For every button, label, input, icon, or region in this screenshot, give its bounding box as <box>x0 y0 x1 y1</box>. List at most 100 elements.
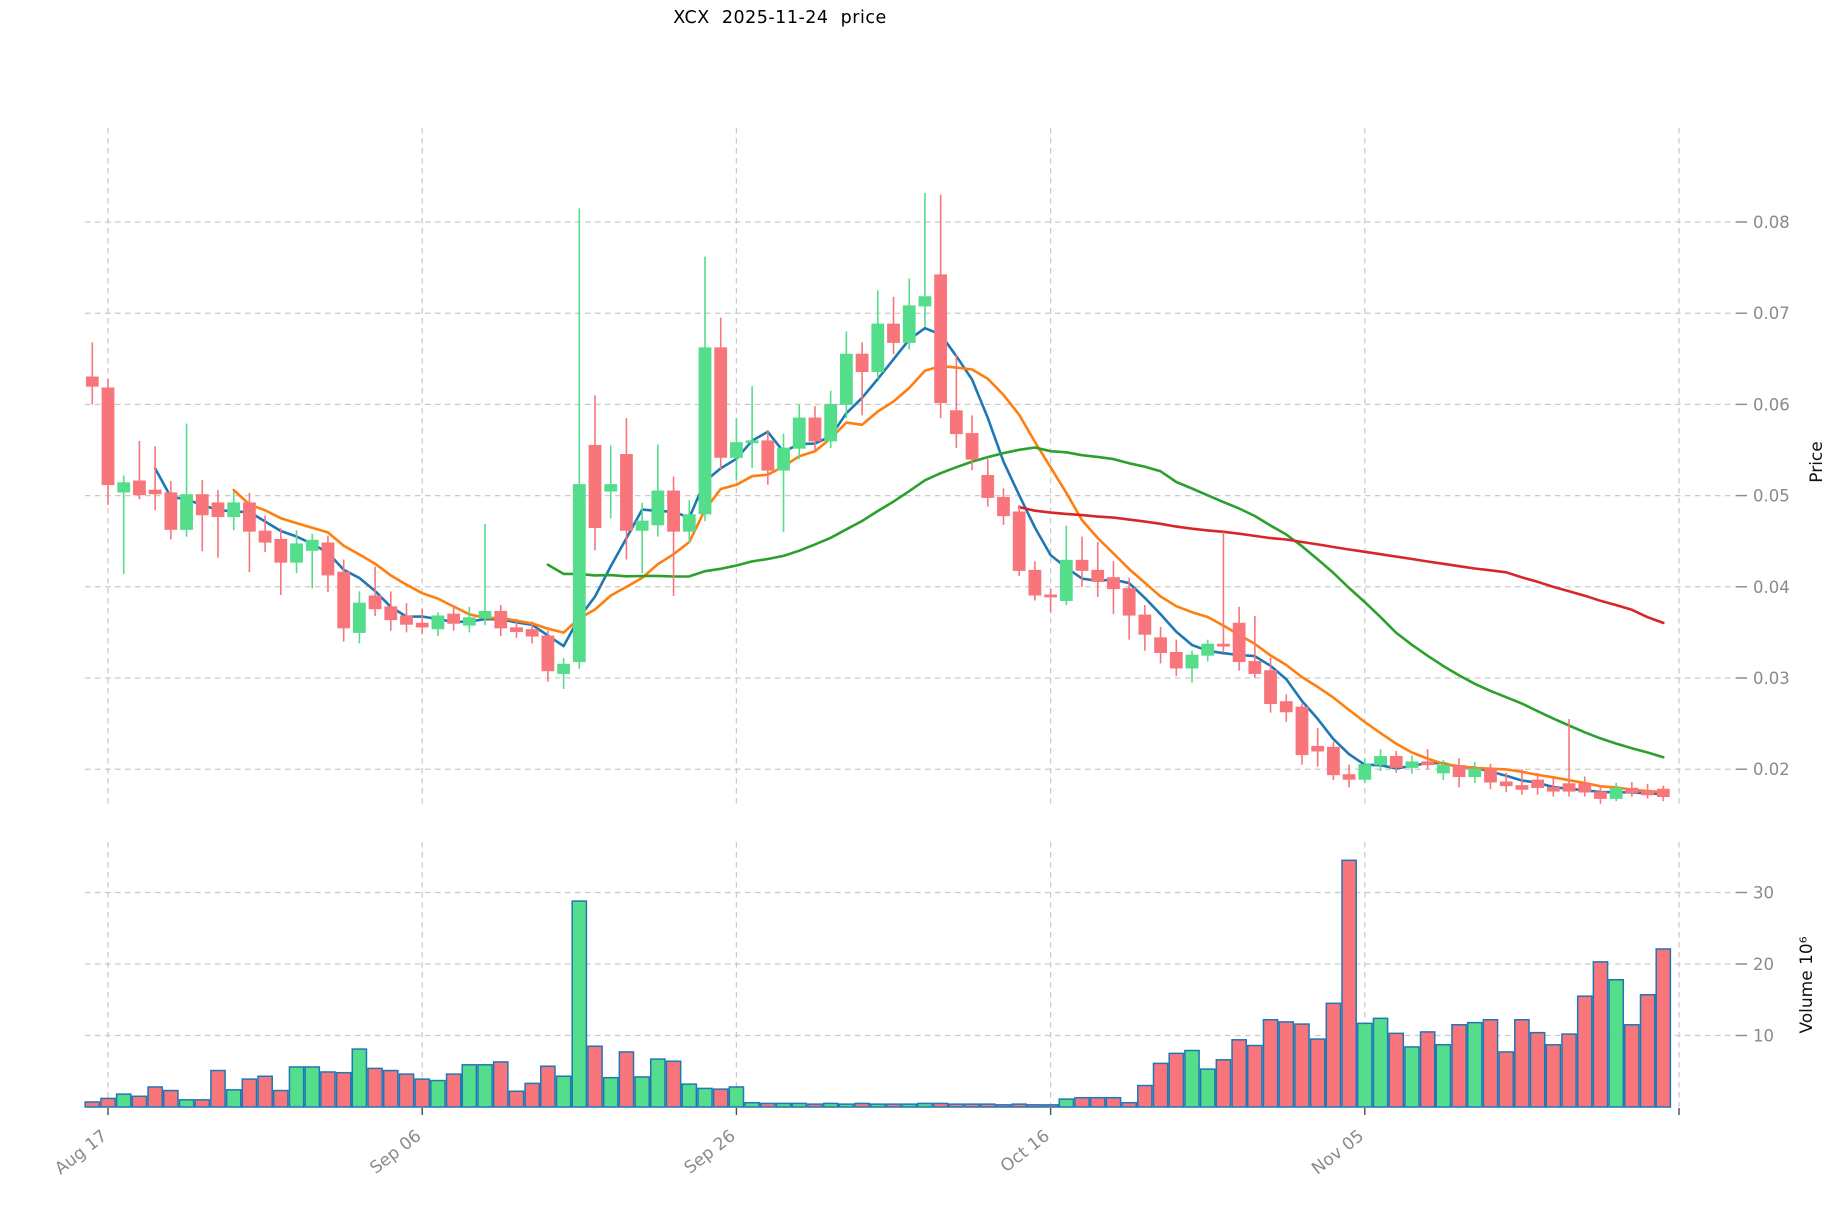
volume-bar <box>1529 1031 1546 1108</box>
candle-body <box>1295 706 1309 756</box>
volume-bar <box>728 1086 745 1108</box>
candle-body <box>1389 755 1403 768</box>
candle-body <box>1656 788 1670 798</box>
candle-body <box>164 492 178 530</box>
volume-bar <box>555 1075 572 1108</box>
candle-body <box>117 482 131 493</box>
price-tick-label: 0.05 <box>1753 487 1790 506</box>
candle-body <box>902 305 916 343</box>
volume-bar <box>979 1103 996 1108</box>
candle-body <box>1279 701 1293 713</box>
volume-bar <box>838 1103 855 1108</box>
candle-body <box>400 615 413 625</box>
volume-bar <box>1451 1024 1467 1108</box>
volume-bar <box>1624 1024 1640 1108</box>
volume-bar <box>1545 1044 1562 1108</box>
x-tick-label: Nov 05 <box>1308 1126 1368 1179</box>
candle-body <box>1232 622 1246 663</box>
candle-body <box>1012 511 1026 571</box>
candle-body <box>321 542 335 576</box>
volume-bar <box>602 1076 619 1108</box>
ma-line-sma10 <box>232 364 1665 794</box>
volume-bar <box>540 1065 556 1108</box>
volume-bar <box>382 1069 399 1108</box>
volume-bar <box>995 1104 1012 1108</box>
candle-body <box>588 444 602 529</box>
price-tick-label: 0.06 <box>1753 395 1790 414</box>
volume-bar <box>100 1097 116 1108</box>
volume-bar <box>822 1102 839 1108</box>
volume-bar <box>115 1093 132 1108</box>
volume-bar <box>634 1076 650 1108</box>
candle-body <box>1609 787 1623 799</box>
candle-body <box>1154 637 1167 653</box>
volume-bar <box>508 1090 525 1108</box>
volume-bar <box>1309 1038 1326 1108</box>
volume-bar <box>492 1061 509 1108</box>
candles <box>85 192 1670 804</box>
volume-bar <box>744 1101 760 1108</box>
candle-body <box>1531 779 1545 788</box>
volume-bar <box>901 1103 918 1108</box>
candle-body <box>337 571 351 629</box>
volume-bar <box>1027 1104 1043 1108</box>
candle-body <box>1201 643 1215 656</box>
volume-tick-label: 20 <box>1753 955 1774 974</box>
volume-bar <box>1576 995 1593 1108</box>
candle-body <box>965 433 979 460</box>
candle-body <box>494 610 508 629</box>
volume-bar <box>524 1082 541 1108</box>
volume-bar <box>1184 1049 1200 1108</box>
candle-body <box>1436 765 1450 774</box>
volume-bar <box>1388 1032 1405 1108</box>
candle-body <box>1264 670 1277 705</box>
price-tick-label: 0.07 <box>1753 304 1790 323</box>
volume-tick-label: 30 <box>1753 884 1774 903</box>
candle-body <box>714 347 728 458</box>
candle-body <box>195 494 209 516</box>
volume-bar <box>1074 1096 1090 1108</box>
volume-bar <box>1294 1023 1310 1108</box>
volume-bar <box>587 1045 603 1108</box>
price-tick-label: 0.03 <box>1753 669 1790 688</box>
candle-body <box>918 296 932 307</box>
candle-body <box>227 502 241 518</box>
ma-line-sma5 <box>153 326 1665 796</box>
volume-bar <box>367 1067 383 1108</box>
volume-bar <box>917 1102 933 1108</box>
ma-line-sma30 <box>546 446 1665 759</box>
volume-bar <box>1592 961 1609 1108</box>
candle-body <box>133 480 146 496</box>
volume-bar <box>1356 1022 1373 1108</box>
volume-bar <box>335 1071 352 1108</box>
candle-body <box>352 602 366 633</box>
volume-bar <box>618 1051 635 1108</box>
candle-body <box>730 442 743 458</box>
candle-body <box>1468 768 1482 777</box>
candle-body <box>761 440 775 471</box>
volume-axis-title: Volume 10⁶ <box>1797 936 1817 1033</box>
volume-bar <box>163 1089 179 1108</box>
volume-bar <box>1215 1059 1232 1108</box>
candle-body <box>698 347 712 515</box>
volume-bar <box>775 1102 792 1108</box>
candle-body <box>447 613 461 624</box>
candle-body <box>525 629 539 637</box>
volume-bar <box>241 1078 258 1108</box>
volume-bar <box>1435 1044 1452 1108</box>
candle-body <box>1625 787 1639 794</box>
candle-body <box>824 403 838 442</box>
candle-body <box>1075 559 1089 571</box>
candle-body <box>855 353 869 373</box>
candle-body <box>1044 594 1058 598</box>
moving-average-lines <box>153 326 1665 796</box>
volume-bar <box>1404 1046 1420 1108</box>
volume-bar <box>1514 1019 1530 1108</box>
candle-body <box>510 627 523 632</box>
candle-body <box>1358 764 1372 780</box>
volume-bar <box>210 1069 226 1108</box>
volume-bar <box>1325 1002 1342 1108</box>
volume-bar <box>1058 1098 1075 1108</box>
